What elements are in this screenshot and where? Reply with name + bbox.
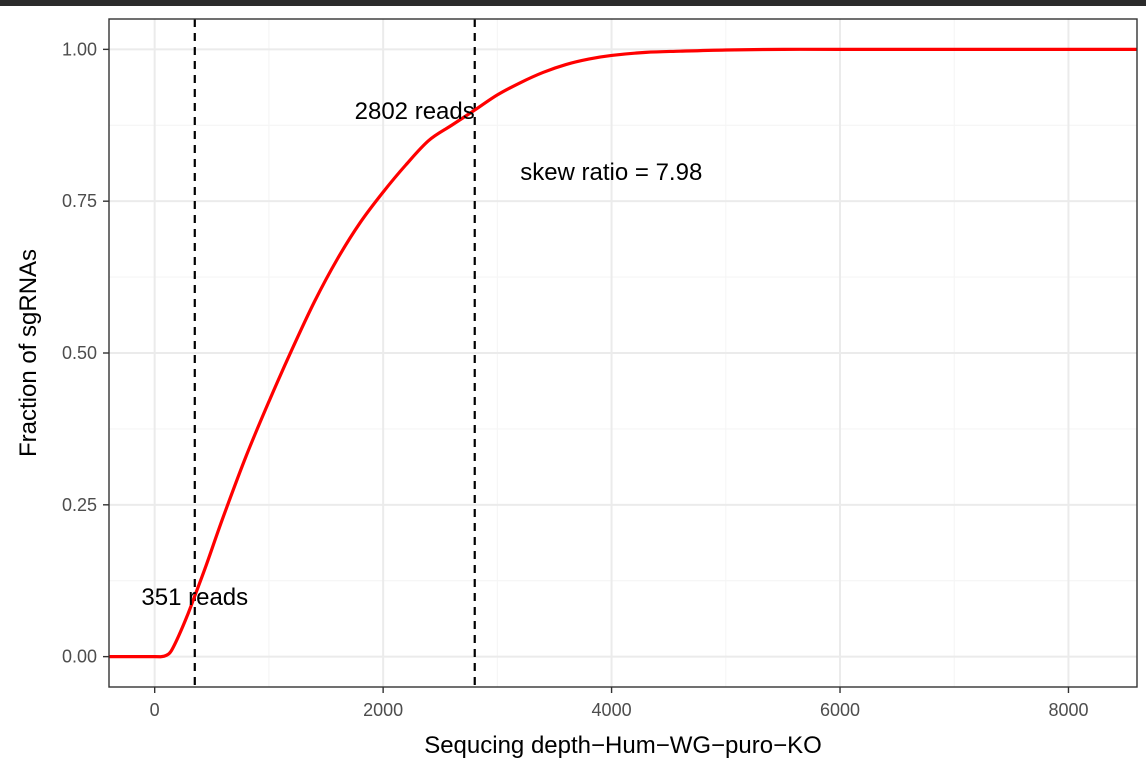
y-tick-label: 1.00	[62, 39, 97, 59]
x-axis-ticks: 0 2000 4000 6000 8000	[150, 687, 1088, 720]
y-axis-title: Fraction of sgRNAs	[15, 249, 42, 457]
x-tick-label: 6000	[820, 700, 860, 720]
grid-major	[109, 19, 1137, 687]
top-bar	[0, 0, 1146, 6]
x-tick-label: 0	[150, 700, 160, 720]
y-tick-label: 0.75	[62, 191, 97, 211]
annotation-label: 2802 reads	[355, 98, 475, 125]
x-tick-label: 4000	[592, 700, 632, 720]
y-tick-label: 0.25	[62, 495, 97, 515]
y-tick-label: 0.50	[62, 343, 97, 363]
annotation-label: 351 reads	[141, 584, 248, 611]
series-line	[108, 47, 1137, 659]
annotations: 2802 reads 351 reads skew ratio = 7.98	[141, 98, 702, 611]
x-tick-label: 2000	[363, 700, 403, 720]
grid-minor	[109, 19, 1137, 687]
annotation-label: skew ratio = 7.98	[520, 159, 702, 186]
y-tick-label: 0.00	[62, 647, 97, 667]
x-tick-label: 8000	[1048, 700, 1088, 720]
y-axis-ticks: 0.00 0.25 0.50 0.75 1.00	[62, 39, 109, 667]
x-axis-title: Sequcing depth−Hum−WG−puro−KO	[424, 732, 822, 759]
